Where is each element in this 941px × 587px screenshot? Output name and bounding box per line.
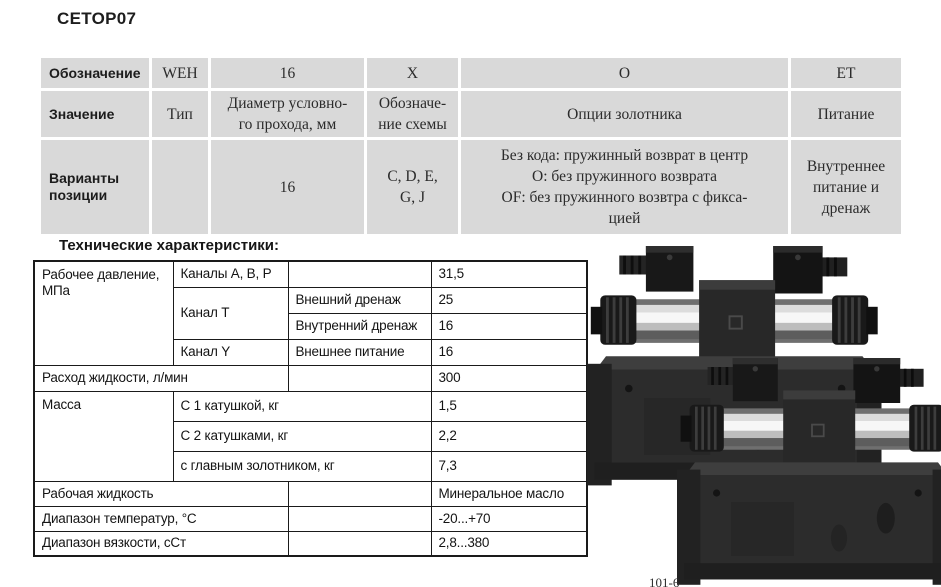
param-value-cell: 16 bbox=[430, 312, 588, 340]
tech-row-mass-mainspool: с главным золотником, кг 7,3 bbox=[34, 450, 588, 482]
tech-row-viscosity: Диапазон вязкости, сСт 2,8...380 bbox=[33, 530, 588, 557]
code-supply-cell: ET bbox=[791, 58, 901, 88]
meaning-row-label: Значение bbox=[41, 91, 149, 137]
param-value-cell: 2,2 bbox=[430, 420, 588, 452]
meaning-diameter-cell: Диаметр условно- го прохода, мм bbox=[211, 91, 364, 137]
param-value-cell: 25 bbox=[430, 286, 588, 314]
param-value-cell: 2,8...380 bbox=[430, 530, 588, 557]
tech-row-mass-2coils: С 2 катушками, кг 2,2 bbox=[34, 420, 588, 452]
meaning-type-cell: Тип bbox=[152, 91, 208, 137]
variants-row-label: Варианты позиции bbox=[41, 140, 149, 234]
meaning-scheme-cell: Обозначе- ние схемы bbox=[367, 91, 458, 137]
variants-supply-cell: Внутреннее питание и дренаж bbox=[791, 140, 901, 234]
param-sub-cell: С 2 катушками, кг bbox=[172, 420, 432, 452]
designation-table: Обозначение WEH 16 X O ET Значение Тип Д… bbox=[38, 55, 904, 237]
param-value-cell: 7,3 bbox=[430, 450, 588, 482]
page-title: CETOP07 bbox=[57, 9, 137, 28]
param-sub-cell bbox=[287, 505, 432, 532]
param-group-label: Рабочее давление, МПа bbox=[33, 260, 174, 366]
tech-row-fluid: Рабочая жидкость Минеральное масло bbox=[33, 480, 588, 507]
param-sub-cell: С 1 катушкой, кг bbox=[172, 390, 432, 422]
param-label-cell: Диапазон вязкости, сСт bbox=[33, 530, 289, 557]
param-sub-cell: Внешнее питание bbox=[287, 338, 432, 366]
designation-row-label: Обозначение bbox=[41, 58, 149, 88]
param-label-cell: Расход жидкости, л/мин bbox=[33, 364, 289, 392]
param-value-cell: Минеральное масло bbox=[430, 480, 588, 507]
param-channel-cell: Каналы А, В, Р bbox=[172, 260, 289, 288]
tech-row-pressure-t-ext: Канал Т Внешний дренаж 25 bbox=[34, 286, 588, 340]
variants-scheme-cell: C, D, E, G, J bbox=[367, 140, 458, 234]
param-label-cell: Рабочая жидкость bbox=[33, 480, 289, 507]
code-size-cell: 16 bbox=[211, 58, 364, 88]
meaning-spool-options-cell: Опции золотника bbox=[461, 91, 788, 137]
tech-characteristics-heading: Технические характеристики: bbox=[59, 237, 280, 254]
param-label-cell: Диапазон температур, °С bbox=[33, 505, 289, 532]
param-group-label: Масса bbox=[33, 390, 174, 482]
param-value-cell: 16 bbox=[430, 338, 588, 366]
param-channel-cell: Канал Y bbox=[172, 338, 289, 366]
designation-meaning-row: Значение Тип Диаметр условно- го прохода… bbox=[41, 91, 901, 137]
tech-row-pressure-y: Канал Y Внешнее питание 16 bbox=[34, 338, 588, 366]
tech-row-mass-1coil: Масса С 1 катушкой, кг 1,5 bbox=[33, 390, 588, 482]
tech-characteristics-table: Рабочее давление, МПа Каналы А, В, Р 31,… bbox=[33, 260, 588, 557]
param-sub-cell bbox=[287, 364, 432, 392]
designation-variants-row: Варианты позиции 16 C, D, E, G, J Без ко… bbox=[41, 140, 901, 234]
param-value-cell: -20...+70 bbox=[430, 505, 588, 532]
code-type-cell: WEH bbox=[152, 58, 208, 88]
page-number: 101-6 bbox=[649, 575, 680, 587]
param-sub-cell bbox=[287, 530, 432, 557]
param-sub-cell: Внутренний дренаж bbox=[287, 312, 432, 340]
variants-type-cell bbox=[152, 140, 208, 234]
code-scheme-cell: X bbox=[367, 58, 458, 88]
param-value-cell: 300 bbox=[430, 364, 588, 392]
param-sub-cell bbox=[287, 480, 432, 507]
param-value-cell: 31,5 bbox=[430, 260, 588, 288]
tech-row-temperature: Диапазон температур, °С -20...+70 bbox=[33, 505, 588, 532]
param-sub-cell bbox=[287, 260, 432, 288]
code-options-cell: O bbox=[461, 58, 788, 88]
variants-spool-options-cell: Без кода: пружинный возврат в центр О: б… bbox=[461, 140, 788, 234]
param-sub-cell: с главным золотником, кг bbox=[172, 450, 432, 482]
designation-header-row: Обозначение WEH 16 X O ET bbox=[41, 58, 901, 88]
tech-row-flow: Расход жидкости, л/мин 300 bbox=[33, 364, 588, 392]
tech-row-pressure-t-int: Внутренний дренаж 16 bbox=[34, 312, 588, 340]
variants-size-cell: 16 bbox=[211, 140, 364, 234]
tech-row-pressure-abp: Рабочее давление, МПа Каналы А, В, Р 31,… bbox=[33, 260, 588, 366]
param-channel-cell: Канал Т bbox=[172, 286, 289, 340]
param-sub-cell: Внешний дренаж bbox=[287, 286, 432, 314]
param-value-cell: 1,5 bbox=[430, 390, 588, 422]
product-photo-valves bbox=[586, 245, 941, 586]
meaning-supply-cell: Питание bbox=[791, 91, 901, 137]
